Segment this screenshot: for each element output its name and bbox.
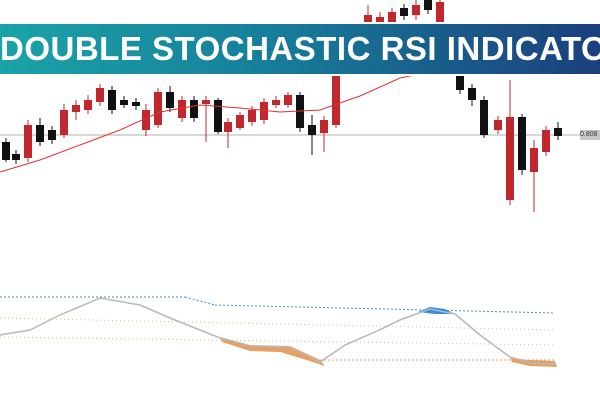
upper-level bbox=[184, 296, 216, 306]
stoch-rsi-line bbox=[0, 297, 556, 365]
price-label: 0.808 bbox=[580, 130, 600, 140]
banner-title: DOUBLE STOCHASTIC RSI INDICATOR bbox=[0, 22, 600, 76]
mid-level bbox=[0, 336, 556, 346]
mid-level bbox=[0, 317, 556, 331]
upper-level bbox=[214, 304, 556, 314]
